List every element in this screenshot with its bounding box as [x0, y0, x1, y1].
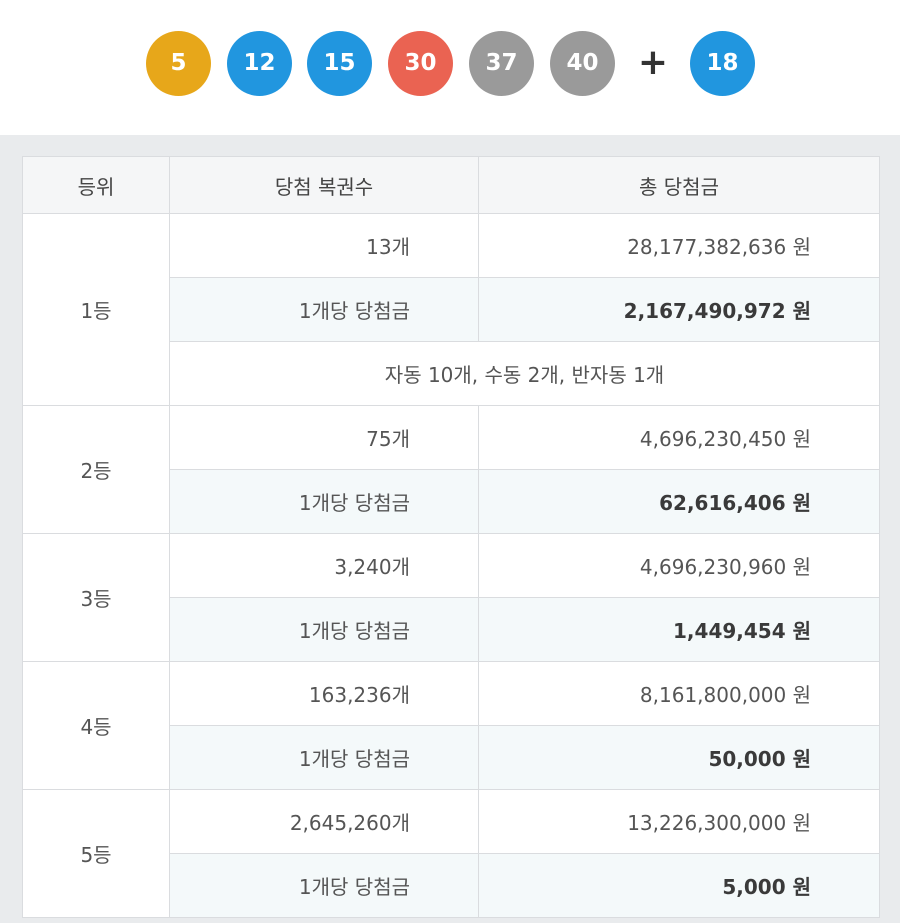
per-winner-amount: 5,000 원	[478, 853, 880, 918]
number-ball: 37	[469, 31, 534, 96]
number-ball: 15	[307, 31, 372, 96]
table-row: 1등 13개 28,177,382,636 원	[22, 213, 880, 406]
bonus-ball: 18	[690, 31, 755, 96]
table-row: 1개당 당첨금 5,000 원	[23, 853, 880, 918]
total-prize: 4,696,230,960 원	[478, 533, 880, 598]
table-row: 1개당 당첨금 62,616,406 원	[23, 469, 880, 534]
number-ball: 12	[227, 31, 292, 96]
total-prize: 8,161,800,000 원	[478, 661, 880, 726]
winner-count: 2,645,260개	[169, 789, 479, 854]
winner-count: 13개	[169, 213, 479, 278]
table-row: 2등 75개 4,696,230,450 원	[22, 405, 880, 534]
per-winner-amount: 1,449,454 원	[478, 597, 880, 662]
rank-cell: 5등	[22, 789, 170, 918]
per-winner-label: 1개당 당첨금	[169, 277, 479, 342]
winner-count: 75개	[169, 405, 479, 470]
plus-icon: +	[637, 42, 669, 83]
header-total: 총 당첨금	[478, 156, 880, 214]
rank-cell: 4등	[22, 661, 170, 790]
header-count: 당첨 복권수	[169, 156, 479, 214]
number-ball: 5	[146, 31, 211, 96]
number-ball: 40	[550, 31, 615, 96]
table-row: 1개당 당첨금 50,000 원	[23, 725, 880, 790]
per-winner-amount: 50,000 원	[478, 725, 880, 790]
header-rank: 등위	[22, 156, 170, 214]
winner-count: 163,236개	[169, 661, 479, 726]
rank-cell: 3등	[22, 533, 170, 662]
per-winner-label: 1개당 당첨금	[169, 853, 479, 918]
purchase-type-breakdown: 자동 10개, 수동 2개, 반자동 1개	[169, 341, 880, 406]
table-row: 1개당 당첨금 2,167,490,972 원	[23, 277, 880, 342]
table-row: 4등 163,236개 8,161,800,000 원	[22, 661, 880, 790]
total-prize: 4,696,230,450 원	[478, 405, 880, 470]
per-winner-amount: 62,616,406 원	[478, 469, 880, 534]
winning-numbers: 5 12 15 30 37 40 + 18	[0, 0, 900, 135]
rank-cell: 2등	[22, 405, 170, 534]
total-prize: 28,177,382,636 원	[478, 213, 880, 278]
number-ball: 30	[388, 31, 453, 96]
table-row: 3등 3,240개 4,696,230,960 원	[22, 533, 880, 662]
per-winner-amount: 2,167,490,972 원	[478, 277, 880, 342]
table-row: 1개당 당첨금 1,449,454 원	[23, 597, 880, 662]
prize-table: 등위 당첨 복권수 총 당첨금 1등 13개 28,177,382,636 원 …	[22, 156, 880, 918]
table-header-row: 등위 당첨 복권수 총 당첨금	[22, 156, 880, 214]
per-winner-label: 1개당 당첨금	[169, 469, 479, 534]
total-prize: 13,226,300,000 원	[478, 789, 880, 854]
winner-count: 3,240개	[169, 533, 479, 598]
rank-cell: 1등	[22, 213, 170, 406]
per-winner-label: 1개당 당첨금	[169, 597, 479, 662]
per-winner-label: 1개당 당첨금	[169, 725, 479, 790]
table-row: 5등 2,645,260개 13,226,300,000 원	[22, 789, 880, 918]
